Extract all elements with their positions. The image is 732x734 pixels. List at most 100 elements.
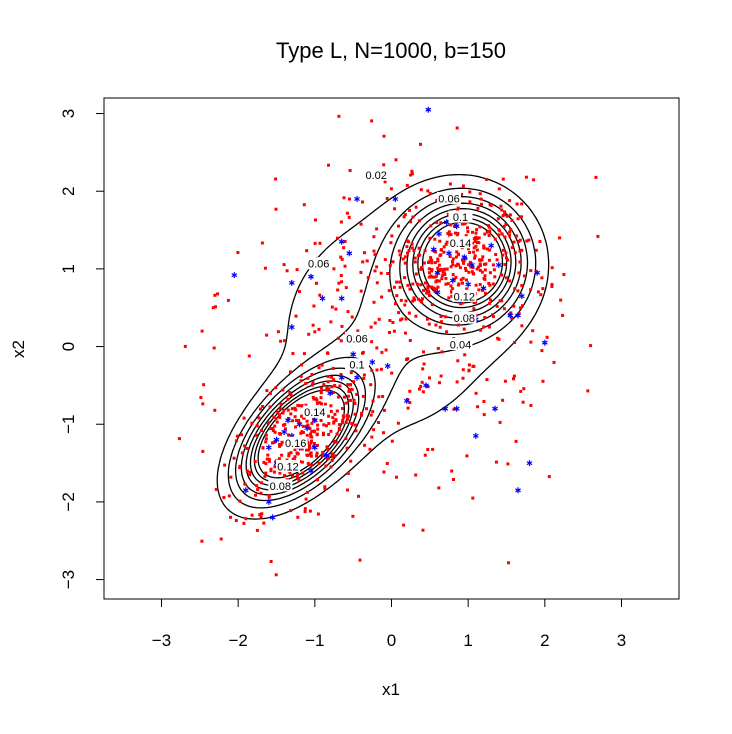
data-point	[430, 285, 434, 289]
data-point	[309, 441, 313, 445]
data-point	[444, 315, 448, 319]
contour-label-bg	[268, 479, 293, 492]
data-point	[397, 249, 401, 253]
data-point	[370, 435, 374, 439]
data-point	[414, 314, 418, 318]
data-point	[313, 241, 317, 245]
data-point	[467, 263, 471, 267]
data-point	[334, 440, 338, 444]
data-point	[435, 279, 439, 283]
data-point	[468, 200, 472, 204]
data-point	[315, 433, 319, 437]
data-point	[450, 294, 454, 298]
data-point	[340, 257, 344, 261]
data-point	[320, 386, 323, 390]
data-point	[452, 478, 455, 481]
data-point	[236, 251, 240, 254]
data-point	[488, 229, 492, 233]
data-point	[392, 329, 396, 333]
data-point	[368, 447, 372, 451]
data-point	[449, 265, 453, 269]
contour-label: 0.12	[277, 461, 298, 473]
data-point	[478, 283, 482, 286]
highlight-point	[495, 262, 502, 268]
data-point	[436, 266, 440, 270]
data-point	[259, 491, 263, 495]
data-point	[382, 431, 385, 435]
data-point	[439, 221, 443, 225]
data-point	[521, 304, 524, 308]
data-point	[410, 242, 414, 246]
data-point	[421, 297, 424, 301]
data-point	[340, 421, 344, 425]
data-point	[269, 427, 273, 431]
data-point	[271, 429, 275, 433]
data-point	[519, 389, 523, 393]
data-point	[283, 339, 286, 343]
data-point	[300, 404, 304, 408]
data-point	[305, 490, 309, 494]
highlight-point	[288, 324, 295, 331]
data-point	[360, 413, 363, 417]
data-point	[339, 373, 343, 376]
data-point	[391, 260, 395, 264]
data-point	[382, 408, 386, 412]
data-point	[501, 248, 505, 252]
contour-label-bg	[364, 168, 389, 181]
data-point	[372, 235, 376, 239]
data-point	[462, 261, 465, 265]
data-point	[391, 321, 395, 324]
data-point	[520, 324, 524, 328]
data-point	[265, 457, 269, 461]
data-point	[334, 307, 338, 311]
highlight-point	[265, 444, 272, 451]
data-point	[399, 298, 403, 302]
data-point	[464, 266, 467, 270]
data-point	[315, 454, 318, 458]
data-point	[501, 398, 505, 402]
data-point	[550, 266, 554, 270]
data-point	[349, 371, 353, 375]
data-point	[420, 266, 423, 270]
data-point	[266, 453, 270, 457]
data-point	[468, 190, 472, 194]
data-point	[594, 175, 598, 179]
highlight-point	[480, 285, 487, 292]
data-point	[426, 284, 430, 288]
data-point	[273, 465, 277, 469]
data-point	[317, 327, 321, 331]
data-point	[478, 258, 482, 262]
x-tick-label: 2	[540, 631, 549, 650]
data-point	[349, 383, 352, 387]
data-point	[317, 366, 321, 370]
data-point	[503, 379, 507, 383]
data-point	[312, 397, 316, 401]
data-point	[457, 263, 460, 267]
data-point	[586, 389, 590, 393]
data-point	[467, 368, 471, 372]
data-point	[331, 455, 335, 459]
data-point	[352, 398, 356, 402]
data-point	[516, 217, 520, 221]
data-point	[508, 213, 512, 217]
data-point	[369, 383, 373, 387]
data-point	[349, 459, 353, 463]
data-point	[438, 239, 442, 243]
y-tick-label: −1	[59, 415, 78, 434]
data-point	[245, 469, 249, 473]
highlight-point	[453, 223, 460, 230]
data-point	[383, 258, 387, 262]
data-point	[460, 193, 463, 196]
data-point	[524, 175, 528, 179]
data-point	[476, 405, 480, 409]
data-point	[336, 395, 340, 399]
data-point	[295, 476, 299, 479]
data-point	[550, 283, 554, 286]
data-point	[428, 259, 432, 263]
data-point	[302, 416, 306, 420]
data-point	[456, 206, 460, 210]
data-point	[499, 204, 503, 208]
data-point	[333, 412, 337, 416]
data-point	[413, 260, 417, 264]
data-point	[436, 257, 440, 261]
